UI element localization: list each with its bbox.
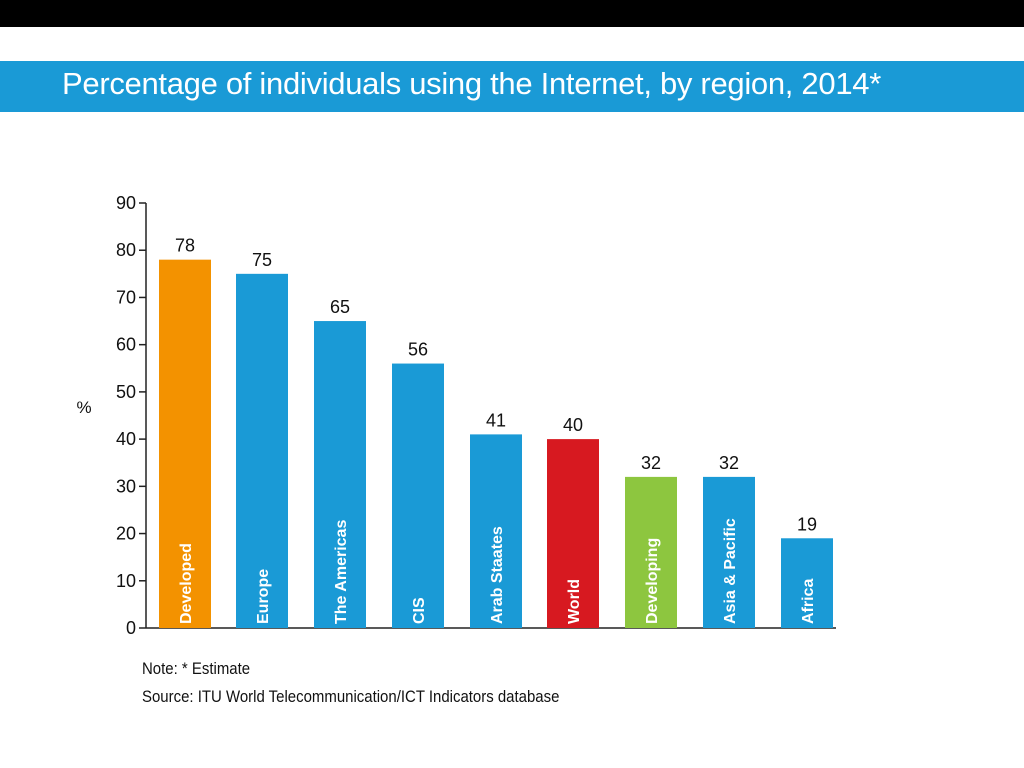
source-text: Source: ITU World Telecommunication/ICT …	[142, 687, 560, 706]
bar	[703, 476, 755, 628]
y-tick-label: 40	[116, 429, 136, 449]
bar-category-label: Developing	[644, 538, 661, 624]
bar-value-label: 32	[719, 453, 739, 473]
y-tick-label: 70	[116, 287, 136, 307]
bar	[781, 538, 833, 628]
bar	[625, 476, 677, 628]
y-tick-label: 80	[116, 240, 136, 260]
bar-category-label: Africa	[800, 579, 817, 624]
chart-bars	[159, 259, 833, 628]
y-tick-label: 30	[116, 476, 136, 496]
note-text: Note: * Estimate	[142, 659, 251, 678]
bar	[314, 321, 366, 628]
bar-category-label: Arab Staates	[489, 526, 506, 624]
bar-category-label: Developed	[178, 543, 195, 624]
bar-category-label: Europe	[255, 569, 272, 624]
bar-value-label: 65	[330, 297, 350, 317]
y-tick-label: 50	[116, 382, 136, 402]
bar-category-label: World	[566, 579, 583, 624]
y-axis-label: %	[76, 398, 91, 417]
bar-category-label: CIS	[411, 597, 428, 624]
y-tick-label: 10	[116, 571, 136, 591]
bar-value-label: 75	[252, 250, 272, 270]
bar	[392, 363, 444, 628]
bar	[547, 439, 599, 628]
bar	[470, 434, 522, 628]
bar	[236, 273, 288, 628]
bar-value-label: 40	[563, 415, 583, 435]
bar-category-label: Asia & Pacific	[722, 518, 739, 624]
y-tick-label: 20	[116, 524, 136, 544]
top-black-bar	[0, 0, 1024, 27]
bar-value-label: 41	[486, 410, 506, 430]
bar-category-label: The Americas	[333, 520, 350, 624]
chart-labels: 78 Developed 75 Europe 65 The Americas 56 CIS 41…	[175, 236, 817, 624]
bar-value-label: 78	[175, 236, 195, 256]
y-tick-label: 90	[116, 193, 136, 213]
chart-notes: Note: * Estimate Source: ITU World Telec…	[142, 655, 559, 711]
bar-value-label: 19	[797, 514, 817, 534]
title-band	[0, 61, 1024, 112]
y-tick-label: 60	[116, 335, 136, 355]
bar	[159, 259, 211, 628]
bar-value-label: 32	[641, 453, 661, 473]
bar-value-label: 56	[408, 340, 428, 360]
y-tick-label: 0	[126, 618, 136, 638]
chart-title: Percentage of individuals using the Inte…	[62, 66, 881, 101]
